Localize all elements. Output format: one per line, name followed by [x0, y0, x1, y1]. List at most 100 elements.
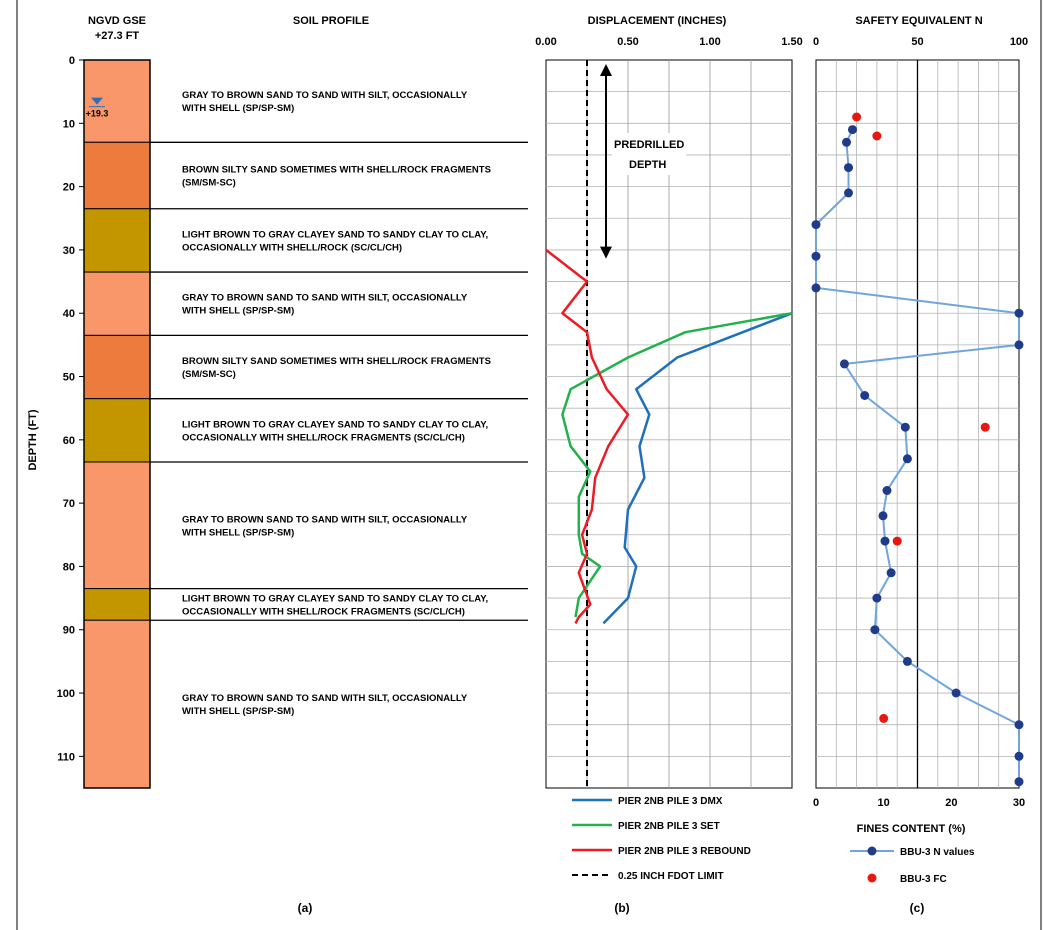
fines-tick-20: 20: [945, 797, 957, 809]
fines-tick-10: 10: [878, 797, 890, 809]
layer-description-4-line2: WITH SHELL (SP/SP-SM): [182, 306, 294, 317]
fc-point-2: [872, 131, 882, 141]
soil-profile-panel: NGVD GSE +27.3 FT SOIL PROFILE DEPTH (FT…: [27, 15, 528, 915]
layer-description-9-line1: GRAY TO BROWN SAND TO SAND WITH SILT, OC…: [182, 693, 468, 704]
n-value-point-16: [880, 536, 890, 546]
depth-tick-label-100: 100: [57, 688, 75, 700]
n-value-point-22: [1014, 720, 1024, 730]
layer-description-2-line1: BROWN SILTY SAND SOMETIMES WITH SHELL/RO…: [182, 165, 491, 176]
n-value-point-9: [1014, 340, 1024, 350]
n-value-point-10: [839, 359, 849, 369]
layer-description-4-line1: GRAY TO BROWN SAND TO SAND WITH SILT, OC…: [182, 293, 468, 304]
predrilled-label-line2: DEPTH: [629, 159, 666, 171]
fc-point-1: [852, 112, 862, 122]
n-value-point-4: [844, 188, 853, 198]
depth-tick-label-10: 10: [63, 118, 75, 130]
soil-layer-7: [83, 461, 151, 590]
depth-tick-label-40: 40: [63, 308, 75, 320]
depth-tick-label-110: 110: [57, 751, 75, 763]
predrilled-arrow-head-bottom: [600, 246, 612, 259]
n-value-point-6: [811, 251, 821, 261]
n-value-point-23: [1014, 751, 1024, 761]
layer-description-6-line1: LIGHT BROWN TO GRAY CLAYEY SAND TO SANDY…: [182, 419, 488, 430]
n-value-point-20: [902, 656, 912, 666]
n-value-point-24: [1014, 777, 1024, 787]
depth-tick-label-60: 60: [63, 435, 75, 447]
legend-n-swatch-dot: [867, 846, 877, 856]
n-value-point-3: [844, 163, 853, 173]
soil-column-border: [83, 59, 151, 789]
displacement-title: DISPLACEMENT (INCHES): [588, 15, 727, 27]
displacement-series-2: [561, 311, 793, 618]
soil-layer-4: [83, 271, 151, 336]
soil-layer-1: [83, 59, 151, 143]
displacement-xtick-2: 1.00: [699, 36, 720, 48]
layer-description-1-line1: GRAY TO BROWN SAND TO SAND WITH SILT, OC…: [182, 90, 468, 101]
depth-tick-label-70: 70: [63, 498, 75, 510]
legend-label-2: PIER 2NB PILE 3 SET: [618, 821, 720, 832]
soil-layer-9: [83, 619, 151, 789]
displacement-legend: PIER 2NB PILE 3 DMX PIER 2NB PILE 3 SET PI…: [572, 796, 751, 882]
fines-tick-30: 30: [1013, 797, 1025, 809]
predrilled-label-background: [612, 133, 686, 175]
soil-layer-6: [83, 398, 151, 463]
depth-tick-label-30: 30: [63, 245, 75, 257]
layer-description-8-line2: OCCASIONALLY WITH SHELL/ROCK FRAGMENTS (…: [182, 606, 465, 617]
layer-description-6-line2: OCCASIONALLY WITH SHELL/ROCK FRAGMENTS (…: [182, 432, 465, 443]
panel-b-label: (b): [614, 901, 629, 915]
legend-n-label: BBU-3 N values: [900, 847, 975, 858]
spt-panel: SAFETY EQUIVALENT N 0 50 100 0 10 20 30 FINES…: [811, 15, 1028, 915]
water-table-marker: +19.3: [86, 97, 109, 119]
depth-tick-label-20: 20: [63, 182, 75, 194]
legend-fc-swatch: [867, 873, 877, 883]
panel-a-label: (a): [298, 901, 313, 915]
depth-tick-label-50: 50: [63, 372, 75, 384]
displacement-series-3: [545, 248, 630, 624]
n-value-point-19: [870, 625, 880, 635]
displacement-xtick-1: 0.50: [617, 36, 638, 48]
spt-top-tick-0: 0: [813, 36, 819, 48]
layer-description-9-line2: WITH SHELL (SP/SP-SM): [182, 706, 294, 717]
legend-label-1: PIER 2NB PILE 3 DMX: [618, 796, 723, 807]
water-table-label: +19.3: [86, 109, 109, 119]
n-value-point-18: [872, 593, 882, 603]
water-table-icon: [91, 97, 103, 105]
predrilled-arrow-head-top: [600, 64, 612, 76]
layer-description-3-line2: OCCASIONALLY WITH SHELL/ROCK (SC/CL/CH): [182, 242, 402, 253]
spt-legend: BBU-3 N values BBU-3 FC: [850, 846, 975, 885]
predrilled-depth-annotation: PREDRILLED DEPTH: [600, 64, 686, 259]
depth-tick-label-90: 90: [63, 625, 75, 637]
n-value-point-2: [842, 137, 851, 147]
legend-fc-label: BBU-3 FC: [900, 874, 947, 885]
n-value-point-1: [848, 125, 857, 135]
layer-description-2-line2: (SM/SM-SC): [182, 178, 236, 189]
displacement-xtick-3: 1.50: [781, 36, 802, 48]
layer-description-5-line2: (SM/SM-SC): [182, 369, 236, 380]
n-value-point-15: [878, 511, 888, 521]
layer-description-7-line2: WITH SHELL (SP/SP-SM): [182, 527, 294, 538]
soil-column-title-line1: NGVD GSE: [88, 15, 146, 27]
fines-tick-0: 0: [813, 797, 819, 809]
legend-label-limit: 0.25 INCH FDOT LIMIT: [618, 871, 724, 882]
layer-description-3-line1: LIGHT BROWN TO GRAY CLAYEY SAND TO SANDY…: [182, 229, 488, 240]
displacement-series-1: [602, 312, 793, 625]
fines-content-axis-label: FINES CONTENT (%): [857, 823, 966, 835]
depth-tick-label-80: 80: [63, 561, 75, 573]
panel-c-label: (c): [910, 901, 925, 915]
legend-label-3: PIER 2NB PILE 3 REBOUND: [618, 846, 751, 857]
depth-axis-label: DEPTH (FT): [27, 409, 39, 470]
n-value-point-5: [811, 220, 821, 230]
n-value-point-14: [882, 486, 892, 495]
spt-title: SAFETY EQUIVALENT N: [855, 15, 982, 27]
soil-column-title-line2: +27.3 FT: [95, 30, 140, 42]
layer-description-7-line1: GRAY TO BROWN SAND TO SAND WITH SILT, OC…: [182, 514, 468, 525]
n-values-line: [815, 129, 1020, 782]
soil-layer-5: [83, 334, 151, 400]
n-value-point-11: [860, 391, 870, 400]
depth-tick-label-0: 0: [69, 55, 75, 67]
n-value-point-8: [1014, 308, 1024, 318]
soil-layer-2: [83, 141, 151, 210]
n-value-point-7: [811, 283, 821, 293]
n-value-point-21: [951, 688, 961, 698]
